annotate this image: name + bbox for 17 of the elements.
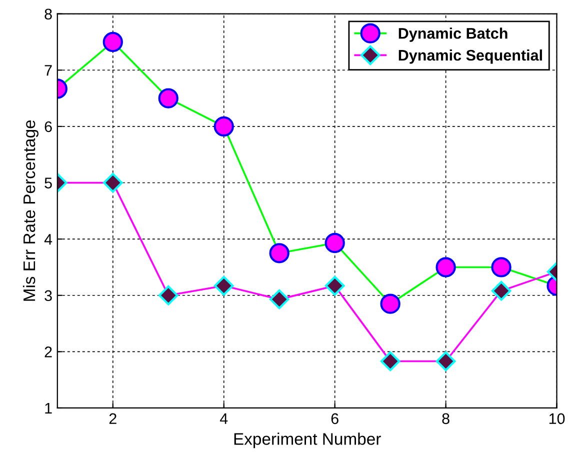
legend-label: Dynamic Sequential (398, 49, 542, 64)
x-tick-label: 6 (331, 413, 338, 424)
legend-label: Dynamic Batch (398, 28, 508, 42)
y-tick-label: 7 (44, 65, 52, 76)
x-tick-label: 4 (220, 413, 228, 424)
y-tick-label: 4 (44, 234, 52, 245)
y-tick-label: 8 (44, 8, 52, 20)
x-axis-title: Experiment Number (234, 432, 381, 448)
y-axis-title: Mis Err Rate Percentage (22, 120, 38, 301)
x-tick-label: 2 (109, 413, 116, 424)
x-tick-label: 8 (442, 413, 450, 424)
y-tick-label: 5 (44, 178, 52, 188)
y-tick-label: 6 (44, 121, 52, 132)
y-tick-label: 1 (45, 403, 52, 414)
x-tick-label: 10 (549, 413, 565, 424)
y-tick-label: 3 (44, 290, 52, 302)
y-tick-label: 2 (44, 346, 52, 358)
